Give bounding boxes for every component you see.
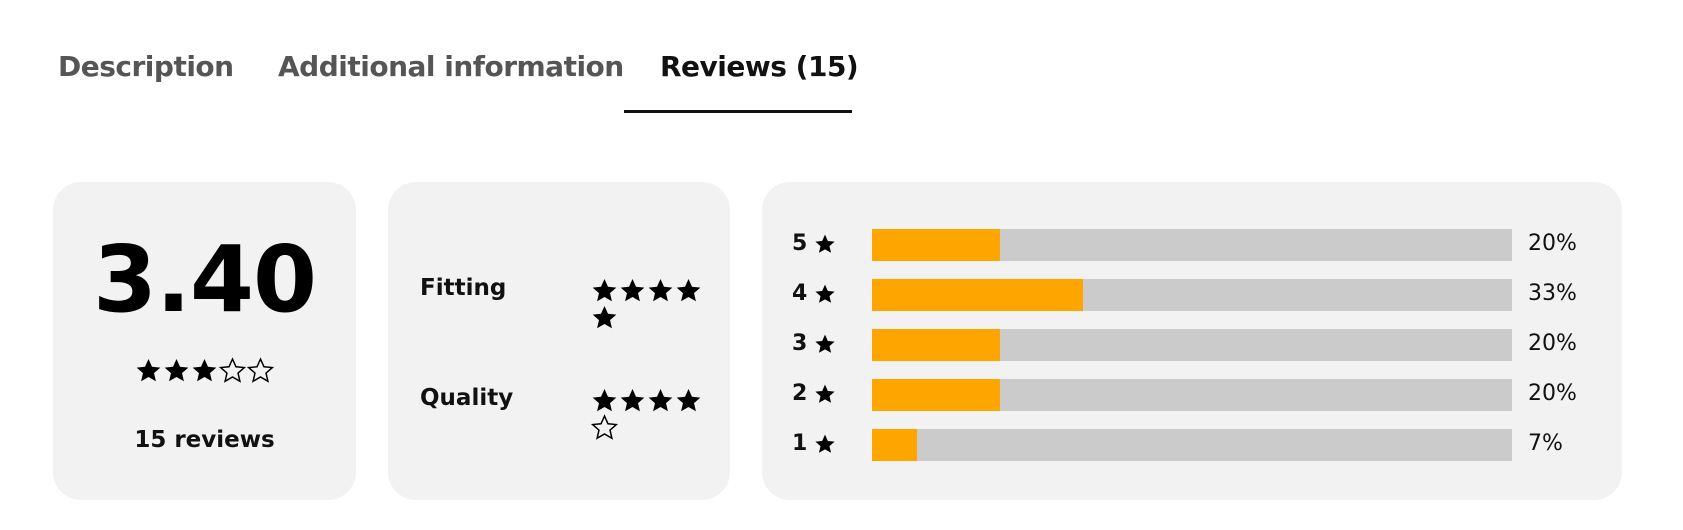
star-filled-icon	[164, 359, 189, 382]
star-filled-icon	[815, 284, 835, 303]
distribution-star-count: 4	[792, 281, 808, 306]
attribute-label: Quality	[420, 385, 514, 411]
star-filled-icon	[592, 306, 616, 329]
distribution-row-4[interactable]: 4 33%	[792, 279, 1592, 311]
star-filled-icon	[192, 359, 217, 382]
star-empty-icon	[246, 357, 275, 383]
tab-reviews[interactable]: Reviews (15)	[660, 50, 859, 83]
average-rating-value: 3.40	[93, 226, 317, 333]
star-filled-icon	[136, 359, 161, 382]
distribution-percent: 20%	[1528, 231, 1577, 256]
distribution-star-count: 5	[792, 231, 808, 256]
distribution-row-1[interactable]: 1 7%	[792, 429, 1592, 461]
star-empty-icon	[218, 357, 247, 383]
rating-distribution-card: 5 20% 4 33% 3 20% 2 20% 1 7%	[762, 182, 1622, 500]
attribute-ratings-card: Fitting Quality	[388, 182, 730, 500]
star-filled-icon	[592, 279, 616, 302]
distribution-bar-fill	[872, 379, 1000, 411]
distribution-row-3[interactable]: 3 20%	[792, 329, 1592, 361]
distribution-row-2[interactable]: 2 20%	[792, 379, 1592, 411]
tab-bar: Description Additional information Revie…	[0, 0, 1683, 120]
star-filled-icon	[676, 389, 700, 412]
distribution-bar-track[interactable]	[872, 429, 1512, 461]
distribution-bar-fill	[872, 229, 1000, 261]
star-filled-icon	[592, 389, 616, 412]
distribution-bar-track[interactable]	[872, 229, 1512, 261]
star-filled-icon	[648, 389, 672, 412]
distribution-row-5[interactable]: 5 20%	[792, 229, 1592, 261]
average-rating-stars	[53, 357, 356, 384]
reviews-count: 15 reviews	[134, 427, 275, 453]
average-rating-card: 3.40 15 reviews	[53, 182, 356, 500]
star-filled-icon	[815, 384, 835, 403]
tab-additional-information[interactable]: Additional information	[278, 50, 624, 83]
star-filled-icon	[676, 279, 700, 302]
distribution-bar-track[interactable]	[872, 329, 1512, 361]
distribution-star-count: 1	[792, 431, 808, 456]
tab-description[interactable]: Description	[58, 50, 234, 83]
star-filled-icon	[648, 279, 672, 302]
active-tab-indicator	[624, 110, 852, 113]
star-filled-icon	[815, 334, 835, 353]
distribution-percent: 7%	[1528, 431, 1563, 456]
attribute-row-quality: Quality	[420, 381, 710, 440]
distribution-star-count: 2	[792, 381, 808, 406]
distribution-star-count: 3	[792, 331, 808, 356]
star-filled-icon	[620, 389, 644, 412]
star-filled-icon	[815, 434, 835, 453]
attribute-row-fitting: Fitting	[420, 271, 710, 329]
attribute-label: Fitting	[420, 275, 507, 301]
distribution-percent: 33%	[1528, 281, 1577, 306]
attribute-stars	[590, 387, 710, 441]
distribution-bar-fill	[872, 429, 917, 461]
star-filled-icon	[620, 279, 644, 302]
star-filled-icon	[815, 234, 835, 253]
distribution-bar-track[interactable]	[872, 379, 1512, 411]
attribute-stars	[590, 277, 710, 331]
distribution-percent: 20%	[1528, 331, 1577, 356]
distribution-bar-fill	[872, 279, 1084, 311]
distribution-bar-fill	[872, 329, 1000, 361]
distribution-bar-track[interactable]	[872, 279, 1512, 311]
distribution-percent: 20%	[1528, 381, 1577, 406]
star-empty-icon	[590, 414, 618, 440]
